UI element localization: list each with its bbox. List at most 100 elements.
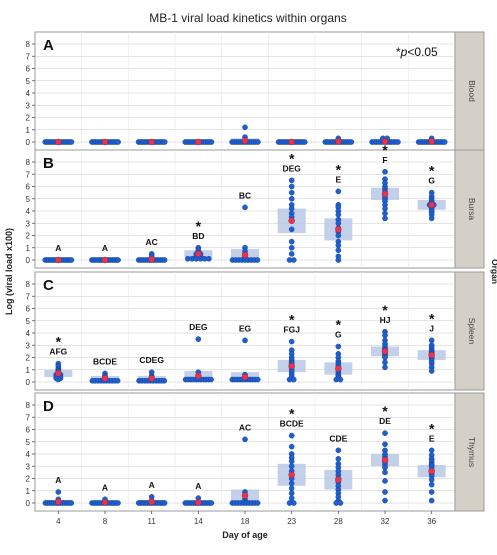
organ-strip bbox=[454, 392, 485, 512]
mean-marker bbox=[381, 138, 389, 145]
significance-star: * bbox=[196, 218, 202, 234]
y-tick-label: 7 bbox=[26, 292, 31, 301]
data-point bbox=[68, 257, 75, 263]
significance-letters: E bbox=[429, 433, 435, 443]
data-point bbox=[288, 244, 295, 251]
data-point bbox=[382, 478, 388, 484]
mean-marker bbox=[195, 499, 202, 506]
data-point bbox=[161, 257, 168, 263]
significance-star: * bbox=[429, 163, 435, 179]
data-point bbox=[288, 463, 295, 470]
data-point bbox=[115, 139, 121, 145]
y-tick-label: 3 bbox=[26, 341, 31, 350]
significance-letters: G bbox=[428, 176, 435, 186]
data-point bbox=[335, 211, 342, 218]
data-point bbox=[288, 226, 295, 233]
x-tick-label: 32 bbox=[381, 517, 390, 526]
y-tick-label: 4 bbox=[26, 89, 31, 98]
significance-star: * bbox=[289, 150, 295, 166]
significance-letters: AC bbox=[146, 237, 158, 247]
mean-marker bbox=[148, 256, 155, 263]
data-point bbox=[382, 364, 388, 371]
mean-marker bbox=[381, 190, 389, 198]
mean-marker bbox=[335, 138, 342, 145]
y-tick-label: 8 bbox=[26, 158, 31, 167]
significance-letters: BC bbox=[239, 190, 251, 200]
y-tick-label: 0 bbox=[26, 378, 31, 387]
data-point bbox=[242, 436, 248, 443]
x-tick-label: 18 bbox=[241, 517, 250, 526]
data-point bbox=[255, 139, 261, 145]
organ-strip bbox=[454, 149, 485, 269]
data-point bbox=[288, 338, 295, 345]
data-point bbox=[382, 168, 388, 175]
data-point bbox=[428, 476, 435, 483]
data-point bbox=[206, 255, 212, 262]
data-point bbox=[195, 336, 202, 342]
mean-marker bbox=[55, 370, 62, 377]
y-tick-label: 3 bbox=[26, 462, 31, 471]
data-point bbox=[208, 139, 215, 145]
y-tick-label: 7 bbox=[26, 52, 31, 61]
organ-strip bbox=[454, 271, 485, 391]
data-point bbox=[68, 139, 75, 145]
mean-marker bbox=[381, 348, 389, 355]
y-tick-label: 1 bbox=[26, 366, 31, 375]
data-point bbox=[288, 195, 295, 202]
panel-letter: D bbox=[43, 398, 54, 415]
significance-letters: CDEG bbox=[139, 355, 164, 365]
data-point bbox=[335, 247, 342, 253]
data-point bbox=[242, 337, 248, 344]
y-tick-label: 4 bbox=[26, 450, 31, 459]
y-tick-label: 2 bbox=[26, 114, 31, 123]
significance-letters: FGJ bbox=[283, 325, 300, 335]
significance-letters: J bbox=[429, 323, 434, 333]
significance-letters: F bbox=[382, 155, 387, 165]
y-tick-label: 3 bbox=[26, 219, 31, 228]
data-point bbox=[348, 139, 355, 145]
significance-star: * bbox=[289, 406, 295, 422]
data-point bbox=[382, 469, 388, 476]
data-point bbox=[114, 377, 121, 384]
mean-marker bbox=[101, 375, 109, 382]
data-point bbox=[382, 464, 388, 471]
y-tick-label: 4 bbox=[26, 329, 31, 338]
significance-letters: DEG bbox=[282, 163, 301, 173]
annotation-part: <0.05 bbox=[407, 45, 438, 59]
data-point bbox=[68, 500, 75, 506]
data-point bbox=[288, 238, 295, 245]
data-point bbox=[382, 354, 388, 361]
y-tick-label: 6 bbox=[26, 183, 31, 192]
mean-marker bbox=[381, 456, 389, 464]
significance-star: * bbox=[429, 420, 435, 436]
y-tick-label: 3 bbox=[26, 101, 31, 110]
x-tick-label: 28 bbox=[334, 517, 343, 526]
mean-marker bbox=[288, 362, 295, 370]
y-tick-label: 4 bbox=[26, 207, 31, 216]
data-point bbox=[382, 210, 388, 217]
x-tick-label: 36 bbox=[427, 517, 436, 526]
significance-letters: G bbox=[335, 329, 342, 339]
x-tick-label: 23 bbox=[287, 517, 296, 526]
y-tick-label: 2 bbox=[26, 354, 31, 363]
significance-star: * bbox=[429, 310, 435, 326]
data-point bbox=[290, 376, 297, 383]
data-point bbox=[428, 215, 435, 222]
data-point bbox=[428, 497, 435, 504]
data-point bbox=[290, 257, 297, 263]
y-tick-label: 5 bbox=[26, 438, 31, 447]
mean-marker bbox=[288, 471, 295, 479]
significance-letters: BCDE bbox=[280, 419, 304, 429]
mean-marker bbox=[335, 476, 342, 483]
mean-marker bbox=[148, 138, 155, 146]
mean-marker bbox=[195, 250, 202, 258]
y-tick-label: 8 bbox=[26, 40, 31, 49]
annotation-part: * bbox=[396, 45, 401, 59]
y-tick-label: 6 bbox=[26, 305, 31, 314]
data-point bbox=[290, 500, 297, 506]
y-tick-label: 7 bbox=[26, 413, 31, 422]
chart-title: MB-1 viral load kinetics within organs bbox=[149, 11, 346, 25]
panel-letter: C bbox=[43, 277, 54, 294]
